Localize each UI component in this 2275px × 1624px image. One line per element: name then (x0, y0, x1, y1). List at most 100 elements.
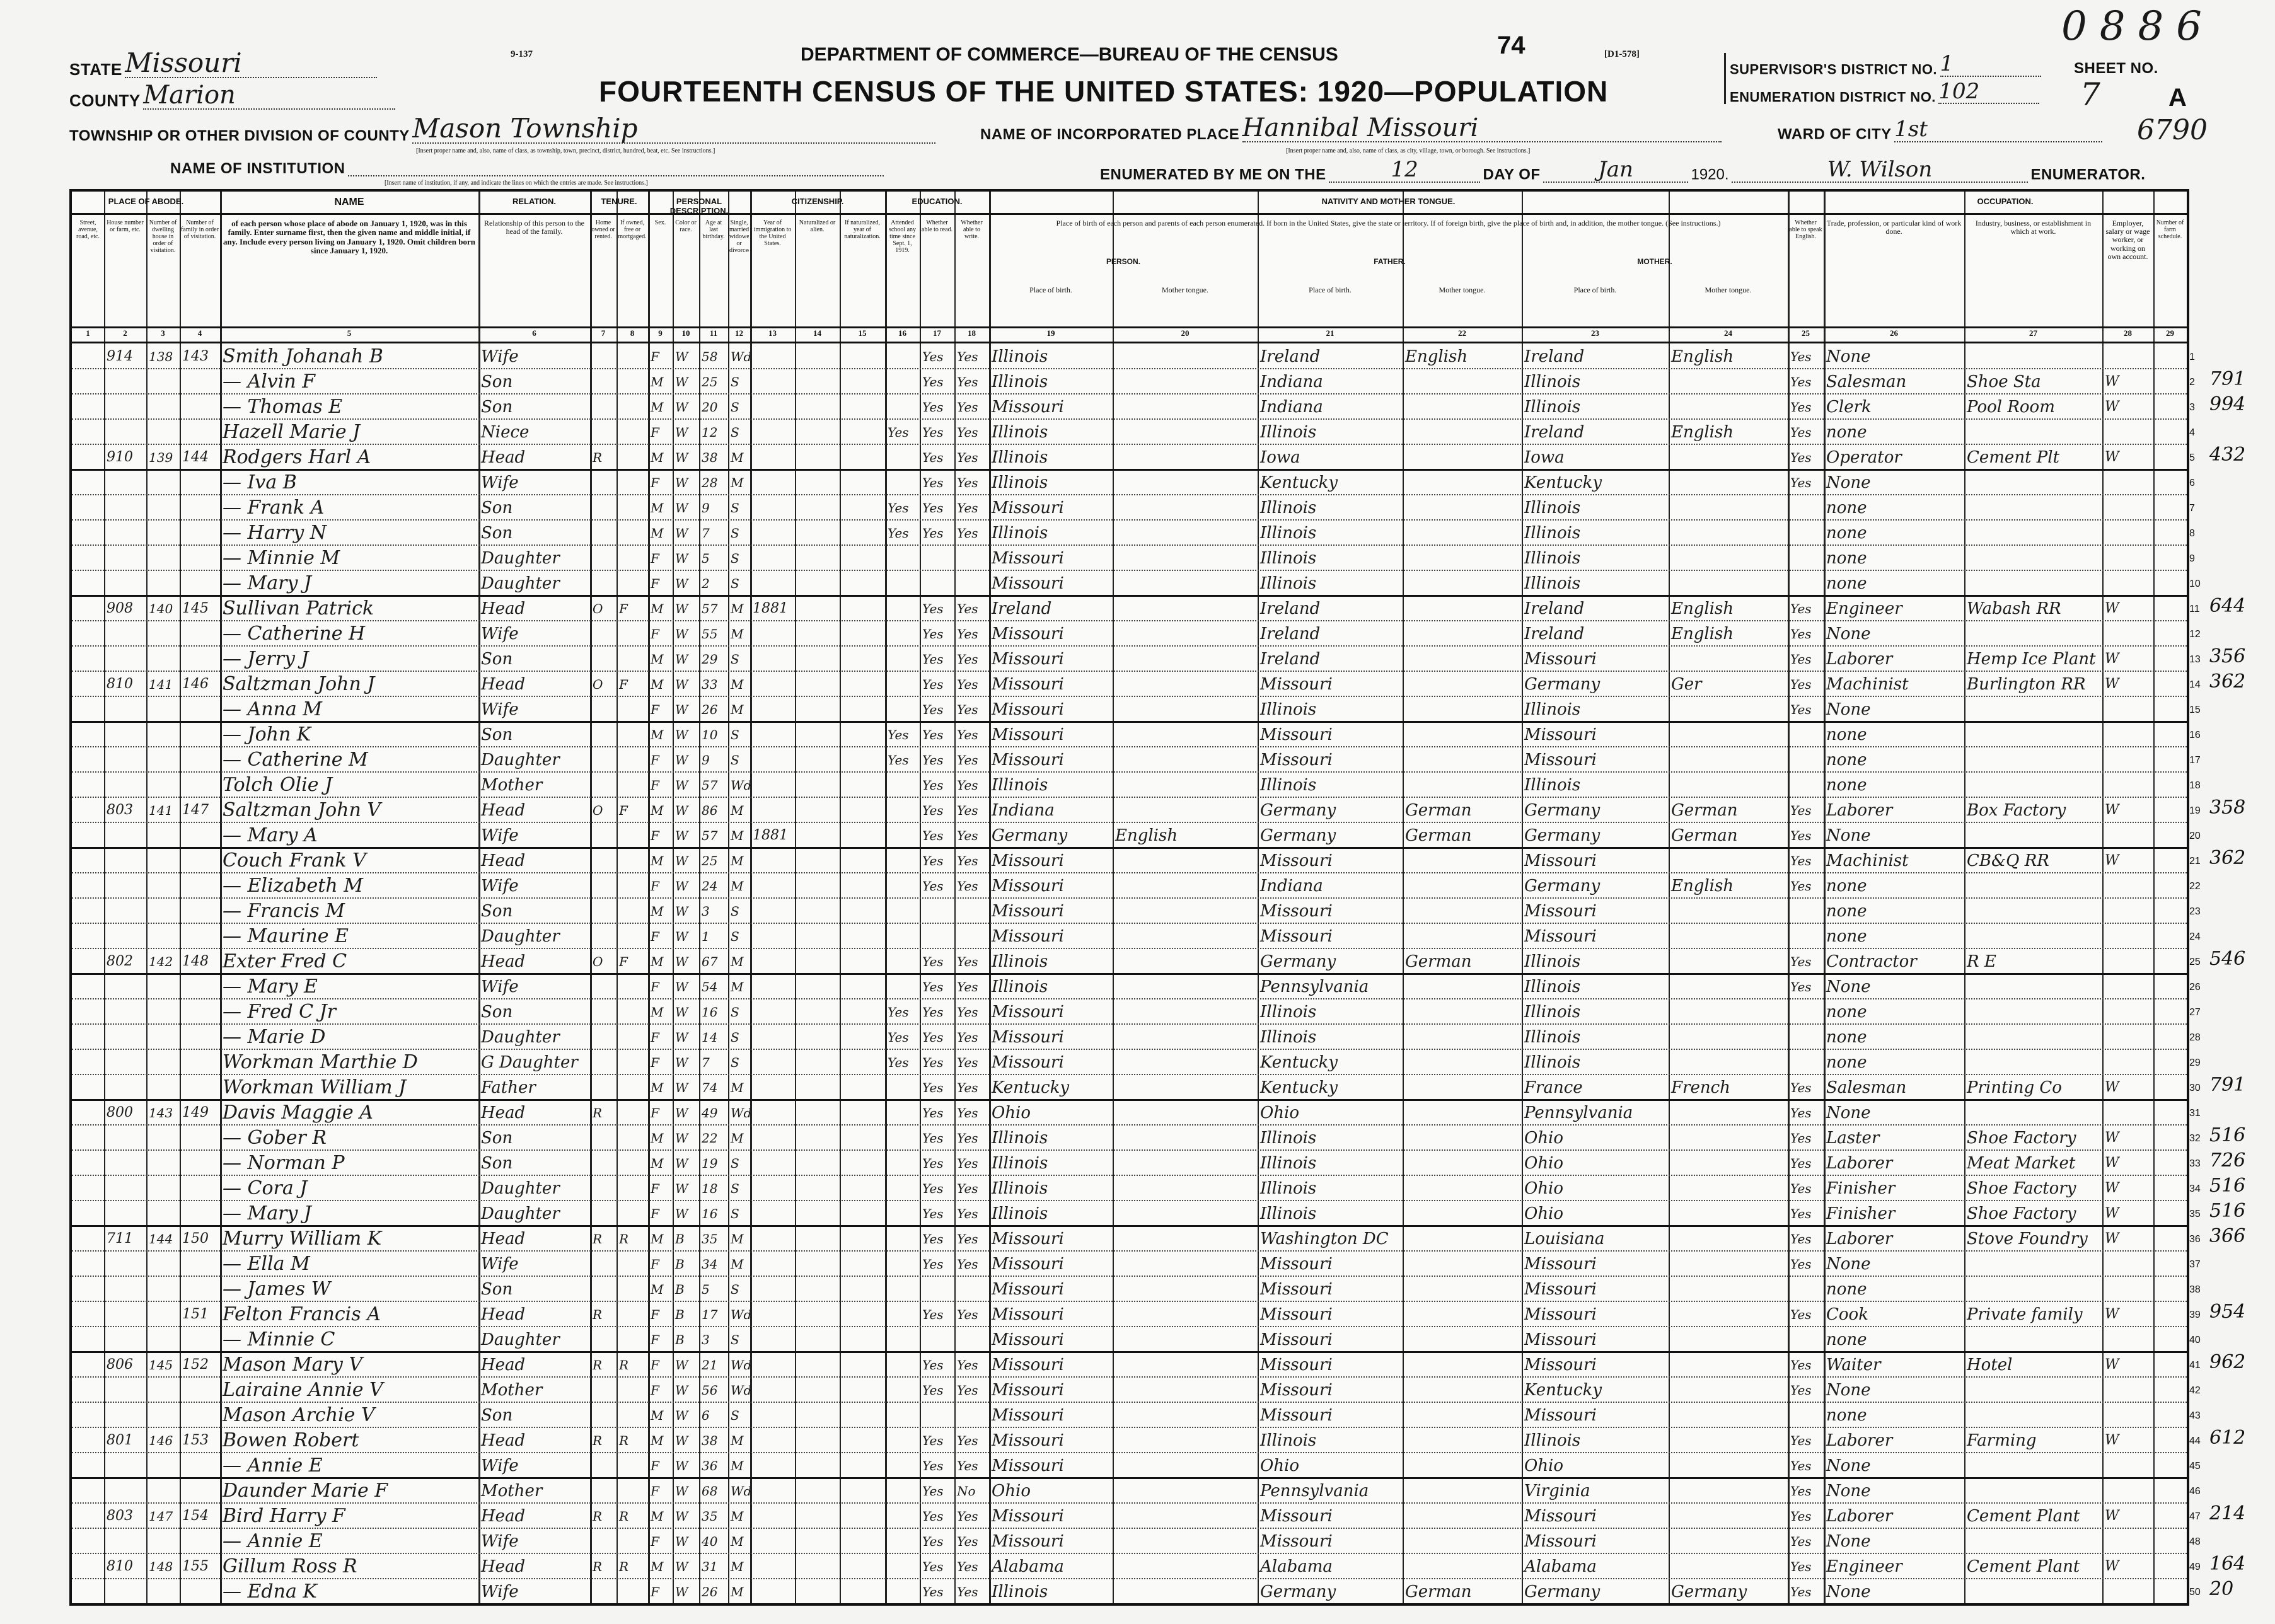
cell-read: Yes (922, 1559, 944, 1574)
table-row: — Mary E Wife F W 54 M Yes Yes Illinois Pennsylva… (72, 973, 2201, 998)
line-number: 20 (2189, 831, 2201, 841)
cell-birthplace: Missouri (992, 1356, 1064, 1374)
cell-marital-status: M (731, 803, 744, 818)
group-heading: RELATION. (512, 197, 557, 206)
cell-mortgage: F (619, 803, 628, 818)
cell-father-birthplace: Missouri (1260, 675, 1333, 694)
cell-speaks-english: Yes (1790, 1131, 1812, 1146)
cell-birthplace: Illinois (992, 473, 1048, 492)
cell-name: Bird Harry F (223, 1505, 345, 1527)
cell-name: Sullivan Patrick (223, 597, 374, 619)
cell-dwelling-number: 140 (149, 601, 173, 616)
cell-race: W (675, 1131, 688, 1146)
line-number: 9 (2189, 553, 2195, 564)
cell-marital-status: S (731, 400, 739, 415)
cell-sex: M (651, 904, 664, 919)
line-number: 24 (2189, 931, 2201, 942)
cell-occupation: Laborer (1826, 1154, 1893, 1173)
cell-father-birthplace: Iowa (1260, 448, 1300, 467)
group-heading: NATIVITY AND MOTHER TONGUE. (1321, 197, 1456, 206)
column-header: Place of birth. (1573, 286, 1617, 294)
line-number: 50 (2189, 1587, 2201, 1598)
cell-employer-class: W (2105, 1432, 2119, 1448)
cell-father-birthplace: Ireland (1260, 599, 1321, 618)
column-header: Number of dwelling house in order of vis… (149, 219, 177, 254)
cell-occupation: Salesman (1826, 372, 1907, 391)
cell-father-birthplace: Pennsylvania (1260, 977, 1369, 996)
row-divider (72, 620, 2187, 621)
occupation-code: 214 (2209, 1502, 2246, 1524)
cell-race: W (675, 752, 688, 768)
cell-age: 26 (702, 1584, 718, 1599)
cell-home-owned: O (593, 803, 603, 818)
cell-age: 36 (702, 1458, 718, 1473)
cell-mother-birthplace: Germany (1524, 801, 1601, 820)
cell-relation: Head (481, 1557, 526, 1576)
table-row: Daunder Marie F Mother F W 68 Wd Yes No Ohio Penn… (72, 1477, 2201, 1502)
cell-name: Murry William K (223, 1228, 382, 1250)
cell-name: — Marie D (223, 1026, 326, 1048)
line-number: 22 (2189, 881, 2201, 892)
cell-occupation: Operator (1826, 448, 1902, 467)
cell-read: Yes (922, 601, 944, 616)
cell-name: Workman William J (223, 1076, 407, 1098)
supervisor-value: 1 (1940, 52, 2041, 77)
cell-occupation: None (1826, 826, 1871, 845)
cell-speaks-english: Yes (1790, 1080, 1812, 1095)
cell-name: — John K (223, 723, 311, 746)
line-number: 39 (2189, 1310, 2201, 1320)
cell-marital-status: S (731, 1206, 739, 1221)
cell-school: Yes (888, 1055, 909, 1070)
column-header: Mother tongue. (1162, 286, 1208, 294)
cell-father-birthplace: Illinois (1260, 1129, 1317, 1148)
cell-sex: M (651, 1005, 664, 1020)
cell-family-number: 152 (182, 1357, 209, 1373)
cell-industry: Farming (1967, 1431, 2037, 1450)
cell-read: Yes (922, 1383, 944, 1398)
cell-birthplace: Missouri (992, 725, 1064, 744)
cell-read: Yes (922, 803, 944, 818)
cell-marital-status: M (731, 1080, 744, 1095)
cell-occupation: none (1826, 498, 1867, 517)
cell-name: Tolch Olie J (223, 774, 333, 796)
cell-occupation: Machinist (1826, 851, 1909, 870)
cell-mother-birthplace: Illinois (1524, 524, 1581, 543)
column-header: Place of birth. (1029, 286, 1072, 294)
cell-industry: Printing Co (1967, 1078, 2062, 1097)
institution-note: [Insert name of institution, if any, and… (385, 180, 648, 187)
cell-birthplace: Missouri (992, 1280, 1064, 1299)
cell-race: W (675, 601, 688, 616)
cell-relation: Wife (481, 625, 519, 643)
cell-employer-class: W (2105, 1206, 2119, 1221)
cell-father-birthplace: Germany (1260, 801, 1336, 820)
cell-father-birthplace: Illinois (1260, 776, 1317, 795)
cell-sex: M (651, 400, 664, 415)
cell-read: Yes (922, 727, 944, 742)
row-divider (72, 1200, 2187, 1201)
state-label: State (69, 59, 122, 79)
cell-race: W (675, 551, 688, 566)
cell-father-birthplace: Illinois (1260, 423, 1317, 442)
cell-family-number: 154 (182, 1508, 209, 1524)
cell-father-birthplace: Kentucky (1260, 473, 1338, 492)
line-number: 21 (2189, 856, 2201, 867)
cell-name: Saltzman John J (223, 673, 375, 695)
line-number: 6 (2189, 478, 2195, 488)
cell-father-birthplace: Kentucky (1260, 1078, 1338, 1097)
cell-mother-mother-tongue: English (1671, 347, 1734, 366)
cell-write: Yes (957, 1559, 978, 1574)
cell-age: 25 (702, 374, 718, 389)
cell-father-birthplace: Missouri (1260, 1255, 1333, 1274)
line-number: 44 (2189, 1436, 2201, 1446)
cell-sex: F (651, 878, 659, 894)
group-heading: EDUCATION. (912, 197, 963, 206)
cell-sex: F (651, 1584, 659, 1599)
cell-mother-birthplace: Missouri (1524, 751, 1597, 769)
cell-father-birthplace: Illinois (1260, 524, 1317, 543)
sheet-side: A (2168, 84, 2187, 112)
cell-family-number: 149 (182, 1105, 209, 1120)
cell-name: — Harry N (223, 522, 327, 544)
cell-write: Yes (957, 1307, 978, 1322)
state-field: State Missouri (69, 49, 378, 79)
column-number: 1 (86, 329, 90, 338)
